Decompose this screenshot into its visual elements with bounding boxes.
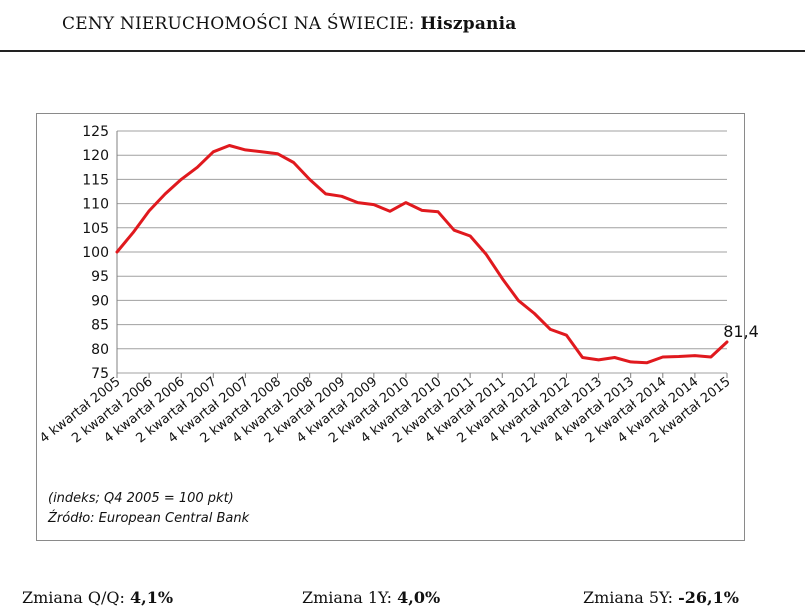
title-country: Hiszpania: [420, 14, 517, 34]
stat-5y: Zmiana 5Y: -26,1%: [583, 588, 739, 607]
data-label-last: 81,4: [723, 322, 759, 341]
stat-5y-value: -26,1%: [678, 588, 739, 607]
y-tick-label: 90: [91, 293, 109, 309]
y-tick-label: 115: [82, 172, 109, 188]
stat-qq-label: Zmiana Q/Q:: [22, 588, 130, 607]
stat-1y-value: 4,0%: [397, 588, 441, 607]
y-tick-label: 100: [82, 245, 109, 261]
stat-5y-label: Zmiana 5Y:: [583, 588, 679, 607]
y-tick-label: 120: [82, 148, 109, 164]
stat-1y-label: Zmiana 1Y:: [302, 588, 398, 607]
header-divider: [0, 50, 805, 52]
y-tick-label: 105: [82, 221, 109, 237]
index-note: (indeks; Q4 2005 = 100 pkt): [48, 491, 234, 506]
y-tick-label: 125: [82, 124, 109, 140]
y-tick-label: 80: [91, 342, 109, 358]
stat-qq: Zmiana Q/Q: 4,1%: [22, 588, 173, 607]
annotation-layer: 81,4: [723, 322, 759, 341]
y-axis: 75 80 85 90 95 100 105 110 115 120 125: [82, 124, 118, 382]
y-tick-label: 85: [91, 318, 109, 334]
y-tick-label: 75: [91, 366, 109, 382]
stat-qq-value: 4,1%: [129, 588, 174, 607]
page-title: CENY NIERUCHOMOŚCI NA ŚWIECIE: Hiszpania: [62, 14, 516, 34]
series-line: [115, 144, 729, 365]
y-tick-label: 110: [82, 197, 109, 213]
stat-1y: Zmiana 1Y: 4,0%: [302, 588, 440, 607]
source-note: Źródło: European Central Bank: [48, 511, 250, 526]
y-tick-label: 95: [91, 269, 109, 285]
chart-frame: [36, 113, 745, 541]
chart-grid: [117, 130, 727, 374]
series-layer: [115, 144, 729, 365]
title-prefix: CENY NIERUCHOMOŚCI NA ŚWIECIE:: [62, 14, 421, 34]
